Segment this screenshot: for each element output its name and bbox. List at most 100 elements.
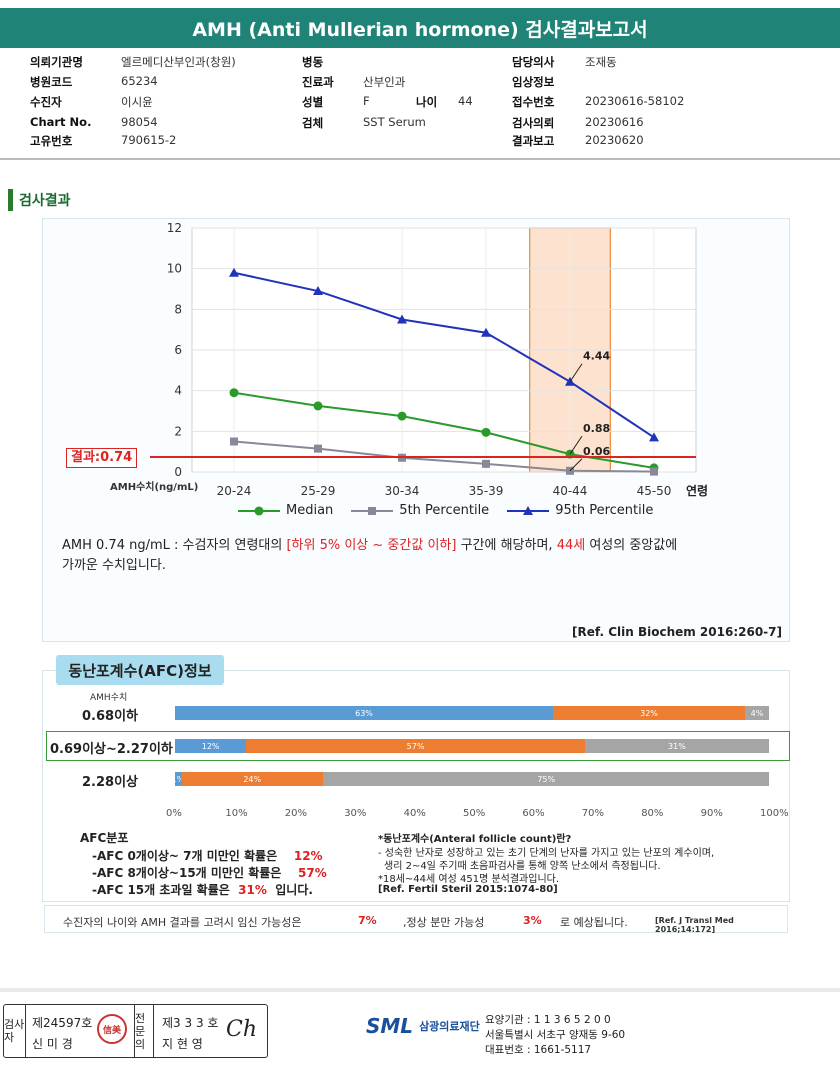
afc-row-label-3: 2.28이상: [82, 775, 138, 790]
data-label: 0.88: [583, 422, 610, 435]
afc-bar-3: 1% 24% 75%: [175, 772, 769, 786]
annotation-leader: [569, 458, 583, 472]
afc-dist-text-2: -AFC 8개이상~15개 미만인 확률은: [92, 866, 282, 880]
afc-dist-title: AFC분포: [80, 831, 129, 845]
request-label: 검사의뢰: [512, 116, 555, 130]
amh-axis-label: AMH수치: [90, 693, 128, 703]
hospital-code-label: 병원코드: [30, 75, 73, 89]
afc-dist-line-1: -AFC 0개이상~ 7개 미만인 확률은 12%: [92, 847, 323, 864]
afc-dist-value-2: 57%: [298, 866, 327, 880]
afc-row-label-2: 0.69이상~2.27이하: [50, 742, 173, 757]
sex-value: F: [363, 94, 370, 108]
desc-part3: 여성의 중앙값에: [585, 538, 678, 553]
median-point: [481, 427, 491, 437]
afc-note-3: 생리 2~4일 주기때 초음파검사를 통해 양쪽 난소에서 측정됩니다.: [384, 861, 661, 872]
section-marker: [8, 189, 13, 211]
median-point: [397, 411, 407, 421]
afc-x-tick: 70%: [581, 808, 605, 819]
p5-point: [482, 459, 490, 468]
clinical-label: 임상정보: [512, 75, 555, 89]
reference-1: [Ref. Clin Biochem 2016:260-7]: [572, 625, 782, 639]
specimen-value: SST Serum: [363, 115, 426, 129]
series-line: [233, 271, 655, 439]
afc-x-tick: 60%: [522, 808, 545, 819]
p95-point: [313, 286, 323, 296]
chart-legend: Median 5th Percentile 95th Percentile: [238, 503, 671, 518]
pregnancy-value-1: 7%: [358, 914, 377, 927]
afc-dist-value-1: 12%: [293, 849, 323, 863]
age-label: 나이: [416, 95, 438, 109]
p5-point: [314, 444, 322, 453]
afc-dist-line-2: -AFC 8개이상~15개 미만인 확률은 57%: [92, 864, 327, 881]
pregnancy-text-2: ,정상 분만 가능성: [403, 916, 485, 929]
specimen-label: 검체: [302, 116, 324, 130]
institution-label: 의뢰기관명: [30, 55, 83, 69]
examiner-col: 검사자: [4, 1005, 26, 1057]
y-tick-label: 4: [174, 384, 182, 398]
sml-logo-icon: SML: [366, 1014, 414, 1038]
x-tick-label: 30-34: [385, 484, 420, 498]
specialist-col: 전문의: [134, 1005, 154, 1057]
unique-value: 790615-2: [121, 133, 177, 147]
desc-age: 44세: [556, 538, 586, 553]
specialist-name: 지 현 영: [162, 1037, 203, 1051]
section-title: 검사결과: [8, 189, 71, 211]
legend-95th-marker: [507, 505, 550, 515]
afc-dist-line-3: -AFC 15개 초과일 확률은 31% 입니다.: [92, 881, 313, 898]
afc-bar-1-blue: 63%: [175, 706, 553, 720]
y-tick-label: 8: [174, 302, 182, 316]
afc-x-tick: 50%: [463, 808, 486, 819]
section-title-text: 검사결과: [19, 193, 71, 209]
x-tick-label: 40-44: [553, 484, 588, 498]
x-tick-label: 25-29: [301, 484, 336, 498]
afc-dist-end: 입니다.: [275, 883, 313, 897]
org-logo: SML 삼광의료재단: [366, 1014, 480, 1038]
median-point: [229, 388, 239, 398]
afc-bar-2-blue: 12%: [175, 739, 247, 753]
desc-part1: AMH 0.74 ng/mL : 수검자의 연령대의: [62, 538, 287, 553]
dept-value: 산부인과: [363, 75, 406, 89]
y-tick-label: 10: [167, 262, 182, 276]
legend-95th-label: 95th Percentile: [555, 503, 654, 518]
desc-line2: 가까운 수치입니다.: [62, 558, 166, 573]
pregnancy-box: 수진자의 나이와 AMH 결과를 고려시 임신 가능성은 7% ,정상 분만 가…: [44, 905, 788, 934]
afc-bar-1: 63% 32% 4%: [175, 706, 769, 720]
desc-part2: 구간에 해당하며,: [456, 538, 557, 553]
afc-x-tick: 90%: [700, 808, 723, 819]
afc-x-tick: 80%: [641, 808, 664, 819]
afc-note-5: [Ref. Fertil Steril 2015:1074-80]: [378, 884, 558, 895]
afc-dist-value-3: 31%: [238, 883, 267, 897]
pregnancy-text-1: 수진자의 나이와 AMH 결과를 고려시 임신 가능성은: [63, 916, 302, 929]
series-line: [233, 440, 655, 473]
afc-bar-3-blue: 1%: [175, 772, 181, 786]
data-label: 4.44: [583, 350, 610, 363]
median-point: [313, 401, 323, 411]
afc-note-2: - 성숙한 난자로 성장하고 있는 초기 단계의 난자를 가지고 있는 난포의 …: [378, 848, 715, 859]
afc-x-tick: 20%: [284, 808, 308, 819]
footer-divider: [0, 988, 840, 992]
x-tick-label: 45-50: [637, 484, 672, 498]
examiner-no: 제24597호: [32, 1016, 93, 1030]
chart-no-label: Chart No.: [30, 115, 92, 129]
reference-3: [Ref. J Transl Med 2016;14:172]: [655, 916, 734, 934]
p95-point: [649, 432, 659, 442]
afc-highlight-row: [46, 731, 790, 761]
y-tick-label: 0: [174, 465, 182, 479]
receipt-label: 접수번호: [512, 95, 555, 109]
org-code: 요양기관 : 1 1 3 6 5 2 0 0: [485, 1014, 611, 1026]
y-tick-label: 12: [167, 221, 182, 235]
y-tick-label: 2: [174, 424, 182, 438]
specialist-no: 제3 3 3 호: [162, 1016, 219, 1030]
legend-5th-marker: [351, 506, 394, 515]
institution-value: 엘르메디산부인과(창원): [121, 55, 236, 69]
p5-point: [650, 467, 658, 476]
patient-label: 수진자: [30, 95, 62, 109]
hospital-code-value: 65234: [121, 74, 158, 88]
report-title: AMH (Anti Mullerian hormone) 검사결과보고서: [0, 8, 840, 48]
x-axis-suffix: 연령: [686, 483, 708, 498]
result-label: 결과:0.74: [66, 448, 138, 468]
afc-x-tick: 100%: [760, 808, 789, 819]
afc-x-tick: 10%: [225, 808, 248, 819]
request-value: 20230616: [585, 115, 644, 129]
report-date-value: 20230620: [585, 133, 644, 147]
